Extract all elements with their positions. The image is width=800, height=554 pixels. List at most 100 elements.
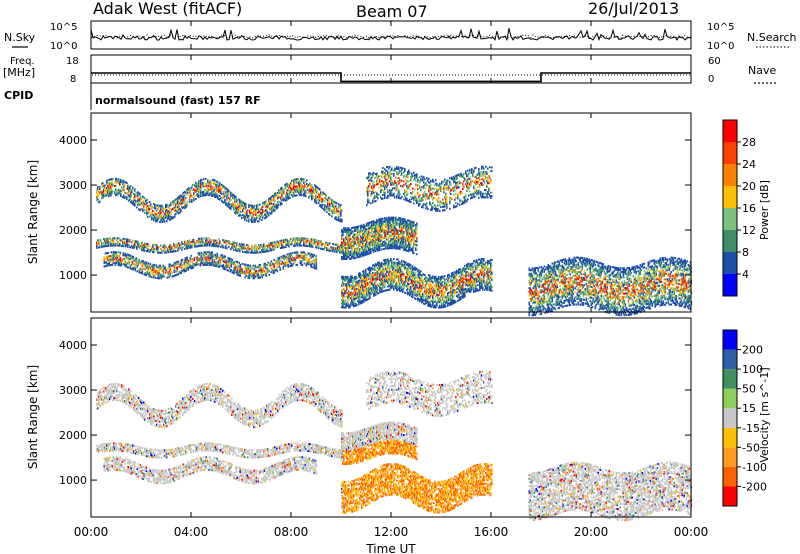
heatmap-cell xyxy=(111,178,113,181)
heatmap-cell xyxy=(380,245,382,248)
heatmap-cell xyxy=(144,272,147,274)
heatmap-cell xyxy=(259,265,262,268)
heatmap-cell xyxy=(167,272,170,275)
heatmap-cell xyxy=(400,226,402,229)
heatmap-cell xyxy=(321,242,323,245)
heatmap-cell xyxy=(430,305,432,308)
heatmap-cell xyxy=(296,185,298,188)
heatmap-cell xyxy=(404,262,406,265)
heatmap-cell xyxy=(136,195,138,198)
heatmap-cell xyxy=(361,253,363,256)
heatmap-cell xyxy=(107,237,109,240)
heatmap-cell xyxy=(111,240,113,243)
heatmap-cell xyxy=(158,264,161,267)
heatmap-cell xyxy=(238,269,241,271)
heatmap-cell xyxy=(374,268,376,271)
heatmap-cell xyxy=(362,247,364,250)
heatmap-cell xyxy=(156,213,158,216)
heatmap-cell xyxy=(363,277,365,280)
heatmap-cell xyxy=(119,253,122,256)
heatmap-cell xyxy=(420,293,422,296)
heatmap-cell xyxy=(299,260,302,263)
heatmap-cell xyxy=(131,262,134,265)
heatmap-cell xyxy=(342,241,344,244)
heatmap-cell xyxy=(183,268,186,271)
heatmap-cell xyxy=(160,268,163,271)
heatmap-cell xyxy=(139,244,141,247)
heatmap-cell xyxy=(403,225,405,228)
heatmap-cell xyxy=(112,262,115,265)
heatmap-cell xyxy=(144,244,146,247)
heatmap-cell xyxy=(348,234,350,237)
heatmap-cell xyxy=(160,275,163,278)
heatmap-cell xyxy=(108,241,110,244)
heatmap-cell xyxy=(286,253,289,256)
heatmap-cell xyxy=(131,260,134,263)
heatmap-cell xyxy=(419,287,421,290)
heatmap-cell xyxy=(327,199,329,202)
heatmap-cell xyxy=(328,207,330,210)
heatmap-cell xyxy=(382,237,384,240)
heatmap-cell xyxy=(251,208,253,211)
heatmap-cell xyxy=(413,225,415,227)
heatmap-cell xyxy=(378,240,380,243)
heatmap-cell xyxy=(383,268,385,271)
heatmap-cell xyxy=(349,306,351,309)
heatmap-cell xyxy=(226,260,229,263)
heatmap-cell xyxy=(218,185,220,188)
heatmap-cell xyxy=(187,245,189,248)
heatmap-cell xyxy=(312,245,314,248)
heatmap-cell xyxy=(290,182,292,184)
heatmap-cell xyxy=(99,193,101,196)
heatmap-cell xyxy=(420,290,422,293)
heatmap-cell xyxy=(310,186,312,189)
heatmap-cell xyxy=(426,280,428,283)
heatmap-cell xyxy=(156,247,158,250)
heatmap-cell xyxy=(132,239,134,242)
heatmap-cell xyxy=(324,196,326,199)
heatmap-cell xyxy=(134,269,137,272)
heatmap-cell xyxy=(349,281,351,284)
heatmap-cell xyxy=(353,235,355,238)
heatmap-cell xyxy=(177,209,179,212)
heatmap-cell xyxy=(291,241,293,244)
heatmap-cell xyxy=(370,224,372,227)
heatmap-cell xyxy=(138,269,141,272)
heatmap-cell xyxy=(405,238,407,241)
heatmap-cell xyxy=(389,234,391,237)
heatmap-cell xyxy=(214,239,216,242)
heatmap-cell xyxy=(429,303,431,306)
heatmap-cell xyxy=(207,262,210,264)
heatmap-cell xyxy=(429,288,431,291)
heatmap-cell xyxy=(110,194,112,197)
heatmap-cell xyxy=(393,261,395,264)
heatmap-cell xyxy=(387,285,389,288)
heatmap-cell xyxy=(155,220,157,223)
heatmap-cell xyxy=(146,246,148,249)
heatmap-cell xyxy=(200,255,203,258)
heatmap-cell xyxy=(110,264,113,266)
heatmap-cell xyxy=(315,194,317,197)
nsky-label: N.Sky xyxy=(4,31,36,44)
heatmap-cell xyxy=(247,251,249,254)
heatmap-cell xyxy=(169,247,171,250)
heatmap-cell xyxy=(155,214,157,217)
heatmap-cell xyxy=(101,193,103,196)
heatmap-cell xyxy=(376,278,378,281)
heatmap-cell xyxy=(232,197,234,200)
heatmap-cell xyxy=(292,191,294,194)
heatmap-cell xyxy=(199,244,201,247)
heatmap-cell xyxy=(369,243,371,246)
heatmap-cell xyxy=(362,233,364,236)
heatmap-cell xyxy=(381,223,383,226)
heatmap-cell xyxy=(129,256,132,259)
heatmap-cell xyxy=(102,193,104,195)
heatmap-cell xyxy=(392,268,394,271)
heatmap-cell xyxy=(141,203,143,206)
heatmap-cell xyxy=(163,249,165,252)
heatmap-cell xyxy=(248,218,250,221)
heatmap-cell xyxy=(145,274,148,277)
heatmap-cell xyxy=(165,209,167,212)
heatmap-cell xyxy=(396,247,398,250)
heatmap-cell xyxy=(388,263,390,266)
